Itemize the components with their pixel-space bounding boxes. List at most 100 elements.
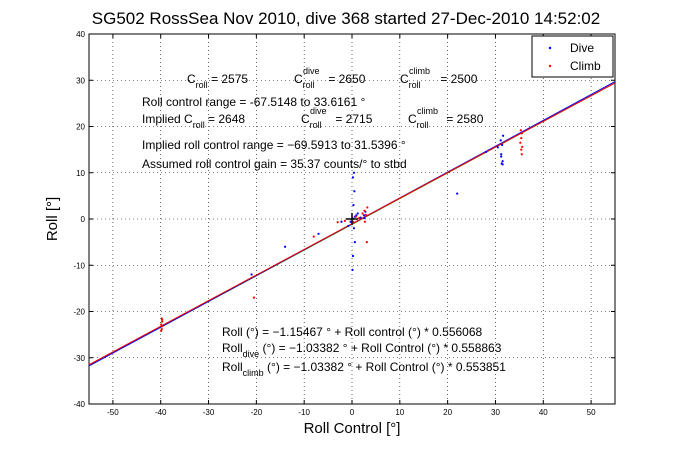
c-roll-dive-annotation: Crolldive = 2650 [294,66,366,90]
c-roll-annotation: Croll = 2575 [187,72,248,90]
climb-point [160,329,163,333]
x-tick-label: -20 [251,408,263,417]
y-axis-label: Roll [°] [44,197,61,241]
c-roll-climb-annotation: Crollclimb = 2500 [400,66,478,90]
dive-point [496,146,499,149]
legend-climb-marker [548,64,552,68]
dive-point [250,273,253,276]
implied-c-roll-annotation: Implied Croll = 2648 [142,112,245,130]
legend: Dive Climb [531,35,614,78]
climb-point [519,129,522,132]
dive-point [349,220,352,223]
dive-point [501,160,504,163]
x-tick-label: -40 [155,408,167,417]
dive-point [356,212,359,215]
dive-point [499,139,502,142]
grid [89,33,615,405]
x-tick-label: 20 [443,408,452,417]
climb-point [364,213,367,216]
climb-point [366,206,369,209]
legend-climb-label: Climb [570,59,601,73]
climb-point [520,148,523,151]
dive-point [340,220,343,223]
dive-point [484,150,487,154]
y-tick-label: 10 [76,169,85,178]
x-tick-label: 0 [350,408,355,417]
dive-point [501,163,504,166]
dive-point [456,192,459,195]
climb-point [365,241,368,244]
climb-point [520,153,523,156]
dive-point [362,214,366,217]
x-axis-ticks: -50 -40 -30 -20 -10 0 10 20 30 40 50 [107,34,596,417]
dive-point [500,155,503,158]
x-tick-label: 50 [587,408,596,417]
chart-title: SG502 RossSea Nov 2010, dive 368 started… [92,9,600,28]
x-tick-label: -10 [298,408,310,417]
fit-equation-all: Roll (°) = −1.15467 ° + Roll control (°)… [222,325,483,339]
climb-point [520,132,523,135]
assumed-roll-control-gain: Assumed roll control gain = 35.37 counts… [142,157,407,171]
climb-point [520,136,523,140]
annotations: Croll = 2575 Crolldive = 2650 Crollclimb… [142,66,506,378]
climb-point [160,323,163,326]
dive-point [353,190,356,193]
implied-c-roll-climb-annotation: Crollclimb = 2580 [408,106,484,130]
y-tick-label: -10 [73,261,85,270]
y-tick-label: 40 [76,30,85,39]
dive-point [352,227,356,230]
dive-point [351,254,355,258]
dive-point [353,241,356,244]
implied-roll-control-range: Implied roll control range = −69.5913 to… [142,138,406,152]
y-tick-label: 30 [76,76,85,85]
x-tick-label: 10 [395,408,404,417]
fit-equation-dive: Rolldive (°) = −1.03382 ° + Roll Control… [222,341,502,359]
y-tick-label: -30 [73,354,85,363]
legend-box [531,35,614,78]
climb-point [312,235,315,238]
x-tick-label: -30 [203,408,215,417]
implied-c-roll-dive-annotation: Crolldive = 2715 [301,106,373,130]
y-axis-ticks: -40 -30 -20 -10 0 10 20 30 40 [73,30,615,409]
x-tick-label: 30 [491,408,500,417]
climb-point [363,220,367,223]
dive-point [351,176,355,179]
climb-point [519,141,522,144]
dive-point [501,143,504,147]
y-tick-label: -40 [73,400,85,409]
climb-point [252,296,256,299]
climb-point [521,145,524,148]
dive-point [283,245,287,248]
dive-point [351,268,354,271]
center-marker [346,213,358,225]
climb-point [336,221,339,224]
climb-point [160,327,163,331]
climb-point [161,318,164,321]
dive-point [352,204,355,207]
dive-point [317,232,320,235]
x-tick-label: 40 [539,408,548,417]
dive-point [500,153,503,156]
legend-dive-marker [548,46,552,50]
fit-equation-climb: Rollclimb (°) = −1.03382 ° + Roll Contro… [222,360,506,378]
climb-point [358,216,361,220]
data-points [160,129,524,333]
climb-point [343,219,346,222]
dive-point [352,171,356,174]
climb-point [363,209,366,212]
y-tick-label: 20 [76,123,85,132]
x-axis-label: Roll Control [°] [304,420,401,437]
y-tick-label: 0 [81,215,86,224]
dive-point [347,224,350,228]
climb-point [161,325,164,328]
dive-point [363,216,366,220]
legend-dive-label: Dive [570,41,594,55]
x-tick-label: -50 [107,408,119,417]
y-tick-label: -20 [73,308,85,317]
climb-point [354,215,357,218]
climb-point [361,212,364,215]
dive-point [502,134,505,137]
climb-point [161,320,164,323]
roll-control-range: Roll control range = -67.5148 to 33.6161… [142,95,365,109]
